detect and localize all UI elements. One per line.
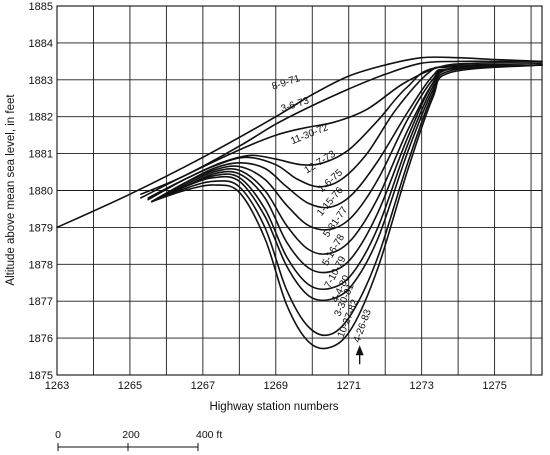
profile-curve-11-30-72 <box>140 62 543 199</box>
profile-curve-8-9-71 <box>56 56 543 229</box>
curve-label: 11-30-72 <box>289 122 330 147</box>
x-axis-title: Highway station numbers <box>209 401 338 413</box>
x-tick-label: 1271 <box>336 380 360 392</box>
scale-label-400: 400 ft <box>196 429 222 441</box>
x-tick-labels: 1263 1265 1267 1269 1271 1273 1275 <box>45 380 507 392</box>
scale-label-200: 200 <box>122 429 140 441</box>
y-tick-label: 1884 <box>29 38 53 50</box>
arrow-head <box>355 345 364 356</box>
y-tick-label: 1879 <box>29 222 53 234</box>
y-tick-label: 1881 <box>29 149 53 161</box>
y-tick-label: 1878 <box>29 259 53 271</box>
profile-curve-10-27-82 <box>151 64 543 337</box>
y-tick-label: 1876 <box>29 333 53 345</box>
profile-curve-1-6-75 <box>147 64 543 201</box>
x-tick-label: 1269 <box>264 380 288 392</box>
profile-curves <box>56 56 543 350</box>
profile-curve-7-10-79 <box>151 64 543 274</box>
curve-label: 8-9-71 <box>271 73 302 93</box>
y-tick-labels: 1875 1876 1877 1878 1879 1880 1881 1882 1883 1884… <box>29 1 53 382</box>
arrow-annotation <box>355 345 364 365</box>
scale-label-0: 0 <box>55 429 61 441</box>
profile-curve-1-15-76 <box>151 64 543 209</box>
x-tick-label: 1267 <box>191 380 215 392</box>
x-tick-label: 1275 <box>482 380 506 392</box>
profile-curve-4-4-80 <box>151 64 543 291</box>
profile-curve-3-30-81 <box>151 64 543 302</box>
y-tick-label: 1883 <box>29 75 53 87</box>
annotations <box>355 345 364 365</box>
profile-curve-5-31-77 <box>151 64 543 231</box>
x-tick-label: 1263 <box>45 380 69 392</box>
y-tick-label: 1882 <box>29 112 53 124</box>
curve-label: 3-6-73 <box>280 95 311 115</box>
x-tick-label: 1265 <box>118 380 142 392</box>
y-tick-label: 1880 <box>29 186 53 198</box>
profile-curve-4-26-83 <box>151 64 543 350</box>
profile-curve-5-16-78 <box>151 64 543 255</box>
y-tick-label: 1877 <box>29 296 53 308</box>
y-axis-title: Altitude above mean sea level, in feet <box>5 94 17 286</box>
y-tick-label: 1875 <box>29 370 53 382</box>
plot-frame <box>56 5 543 376</box>
scale-bar: 0 200 400 ft <box>55 429 222 451</box>
profile-curve-3-6-73 <box>140 60 543 195</box>
x-tick-label: 1273 <box>409 380 433 392</box>
y-tick-label: 1885 <box>29 1 53 13</box>
